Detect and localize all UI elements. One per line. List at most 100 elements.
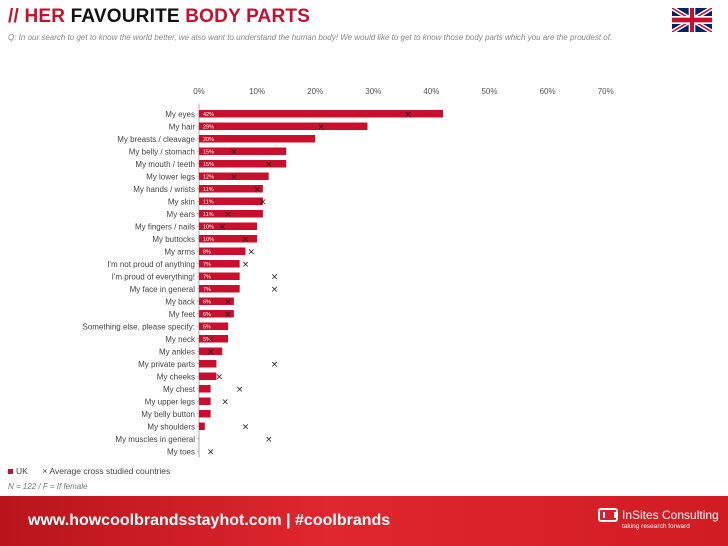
category-label: My eyes [165,110,195,119]
avg-marker: × [207,447,215,457]
avg-marker: × [224,210,232,220]
avg-marker: × [242,422,250,432]
category-label: My buttocks [152,235,195,244]
uk-bar [199,272,240,280]
category-label: My muscles in general [115,435,195,444]
uk-bar [199,285,240,293]
x-tick-label: 70% [598,87,614,96]
uk-value-label: 6% [203,300,211,306]
x-tick-label: 50% [481,87,497,96]
uk-bar [199,297,234,305]
uk-bar [199,185,263,193]
uk-bar [199,385,211,393]
uk-value-label: 5% [203,337,211,343]
category-label: My mouth / teeth [135,160,195,169]
page-title: // HER FAVOURITE BODY PARTS [8,6,310,28]
avg-marker: × [242,260,250,270]
uk-value-label: 12% [203,175,214,181]
category-label: My arms [164,247,195,256]
uk-value-label: 10% [203,237,214,243]
question-subtitle: Q: In our search to get to know the worl… [8,33,613,42]
sample-note: N = 122 / F = If female [8,482,88,491]
category-label: I'm proud of everything! [112,272,195,281]
uk-bar [199,260,240,268]
uk-bar [199,335,229,343]
uk-flag-icon [672,8,712,32]
uk-bar [199,360,217,368]
avg-marker: × [207,335,215,345]
category-label: My lower legs [146,172,195,181]
avg-marker: × [271,360,279,370]
category-label: My cheeks [157,372,195,381]
title-prefix: // [8,6,25,27]
footer-url-link[interactable]: www.howcoolbrandsstayhot.com | #coolbran… [28,512,391,529]
uk-value-label: 42% [203,112,214,118]
uk-value-label: 15% [203,150,214,156]
brand-tagline: taking research forward [622,523,690,530]
footer-banner: www.howcoolbrandsstayhot.com | #coolbran… [0,496,728,546]
category-label: My belly button [141,410,195,419]
avg-marker: × [265,435,273,445]
uk-bar [199,135,316,143]
legend-uk-swatch [8,469,13,475]
uk-bar [199,122,368,130]
uk-value-label: 8% [203,250,211,256]
avg-marker: × [242,235,250,245]
avg-marker: × [265,160,273,170]
uk-bar [199,397,211,405]
title-favourite: FAVOURITE [70,6,180,27]
avg-marker: × [404,110,412,120]
uk-bar [199,222,258,230]
category-label: My ankles [159,347,195,356]
uk-value-label: 11% [203,187,214,193]
legend-uk-label: UK [16,466,28,476]
category-label: I'm not proud of anything [107,260,195,269]
uk-bar [199,160,287,168]
x-tick-label: 10% [249,87,265,96]
insites-logo-icon [598,508,618,522]
category-label: My breasts / cleavage [117,135,195,144]
uk-bar [199,372,217,380]
avg-marker: × [248,247,256,257]
legend-avg-label: Average cross studied countries [49,466,171,476]
category-label: My face in general [130,285,196,294]
avg-marker: × [271,272,279,282]
uk-value-label: 15% [203,162,214,168]
avg-marker: × [218,222,226,232]
avg-marker: × [216,372,224,382]
uk-bar [199,110,444,118]
uk-value-label: 10% [203,225,214,231]
uk-bar [199,410,211,418]
category-label: My chest [163,385,196,394]
category-label: My hands / wrists [133,185,195,194]
uk-bar [199,235,258,243]
body-parts-bar-chart: 0% 10% 20% 30% 40% 50% 60% 70% My eyes 42% × My hai… [82,87,614,458]
x-tick-label: 0% [193,87,205,96]
uk-value-label: 5% [203,325,211,331]
category-label: My hair [169,122,196,131]
avg-marker: × [224,310,232,320]
uk-bar [199,247,246,255]
x-tick-label: 30% [365,87,381,96]
category-label: My back [165,297,196,306]
avg-marker: × [224,297,232,307]
uk-bar [199,310,234,318]
category-label: Something else, please specify: [82,322,195,331]
uk-bar [199,172,269,180]
category-label: My toes [167,447,195,456]
category-label: My upper legs [145,397,195,406]
uk-bar [199,347,223,355]
uk-bar [199,210,263,218]
x-tick-label: 40% [423,87,439,96]
title-her: HER [24,6,66,27]
legend-avg-marker: × [42,466,48,476]
avg-marker: × [253,185,261,195]
category-label: My skin [168,197,195,206]
avg-marker: × [259,197,267,207]
uk-value-label: 11% [203,212,214,218]
uk-bar [199,322,229,330]
uk-value-label: 7% [203,275,211,281]
chart-legend: UK × Average cross studied countries [8,466,170,476]
uk-bar [199,197,263,205]
avg-marker: × [230,172,238,182]
